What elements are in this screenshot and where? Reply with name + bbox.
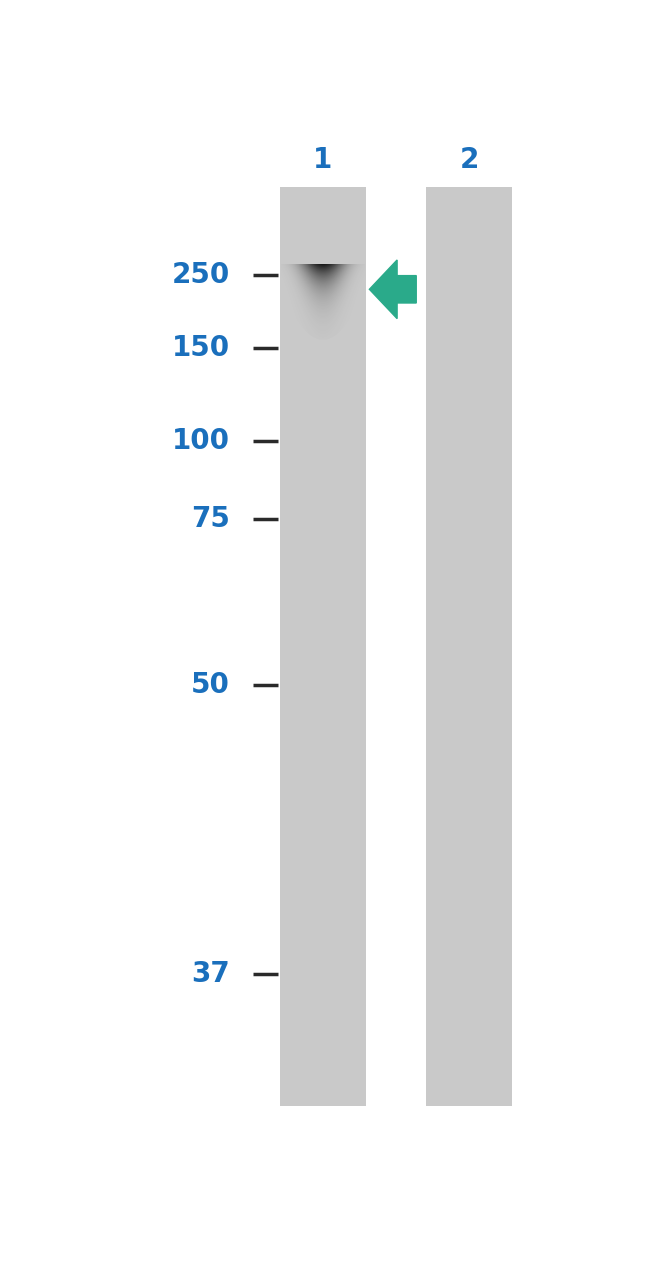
Text: 150: 150 (172, 334, 230, 362)
Text: 250: 250 (172, 260, 230, 288)
FancyArrow shape (369, 260, 416, 319)
Bar (280, 187, 366, 1106)
Text: 75: 75 (191, 505, 230, 533)
Text: 1: 1 (313, 146, 332, 174)
Bar (426, 187, 512, 1106)
Text: 100: 100 (172, 427, 230, 455)
Text: 37: 37 (191, 960, 230, 988)
Text: 2: 2 (460, 146, 479, 174)
Text: 50: 50 (191, 672, 230, 700)
